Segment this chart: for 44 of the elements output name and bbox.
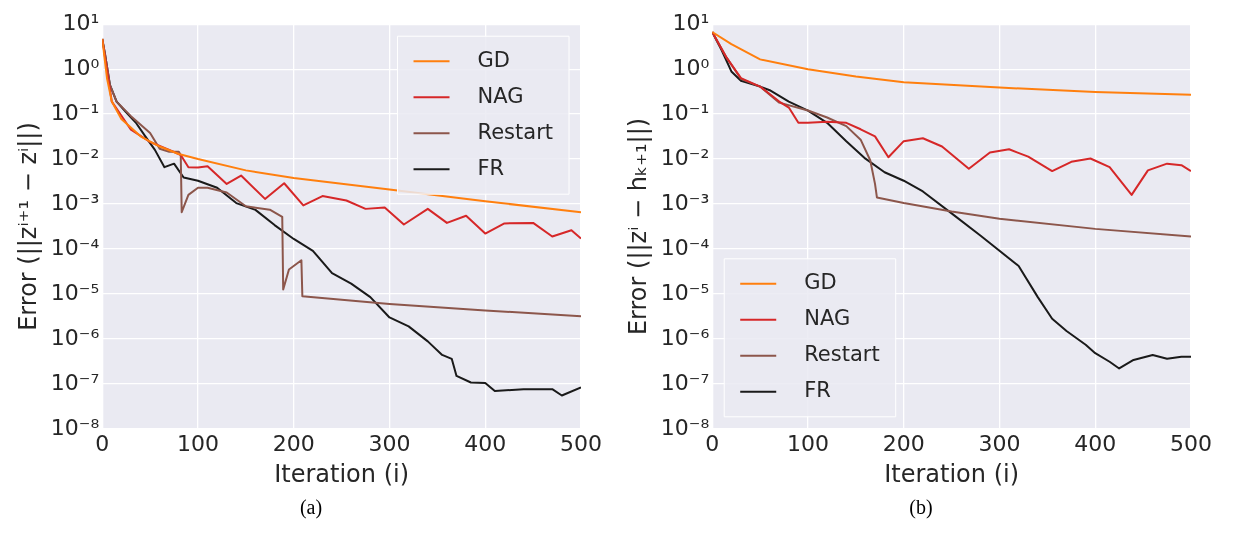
text: (a) [299,496,323,519]
y-tick-label: 10⁻⁷ [660,369,710,395]
x-tick-label: 500 [1170,430,1212,456]
y-tick-label: 10⁻⁷ [50,369,100,395]
text: (b) [909,496,933,519]
x-tick-label: 300 [978,430,1021,456]
x-tick-label: 100 [786,430,829,456]
y-tick-label: 10¹ [672,9,710,35]
x-tick-label: 0 [705,430,720,456]
y-tick-label: 10⁻⁴ [660,234,710,260]
legend-label: GD [804,270,837,295]
legend-label: NAG [804,306,851,331]
x-tick-label: 400 [1074,430,1117,456]
y-tick-label: 10⁻² [50,144,100,170]
y-tick-label: 10⁻¹ [50,99,100,125]
y-tick-label: 10⁻³ [50,189,100,215]
y-tick-label: 10¹ [62,9,100,35]
legend-label: Restart [804,342,880,367]
x-tick-label: 500 [560,430,602,456]
x-tick-label: 400 [464,430,507,456]
y-tick-label: 10⁰ [672,54,710,80]
x-axis-title: Iteration (i) [884,459,1020,488]
x-tick-label: 300 [368,430,411,456]
y-tick-label: 10⁻⁵ [50,279,100,305]
y-tick-label: 10⁻⁵ [660,279,710,305]
y-tick-label: 10⁻² [660,144,710,170]
legend-label: GD [477,47,510,72]
x-tick-label: 100 [176,430,219,456]
legend-label: NAG [477,83,524,108]
x-tick-label: 200 [882,430,925,456]
y-tick-label: 10⁻³ [660,189,710,215]
y-axis-title: Error (||zⁱ − hₖ₊₁||) [623,117,652,336]
y-tick-label: 10⁰ [62,54,100,80]
x-tick-label: 0 [95,430,110,456]
legend-label: FR [477,155,505,180]
y-axis-title: Error (||zⁱ⁺¹ − zⁱ||) [13,122,42,331]
y-tick-label: 10⁻⁶ [50,324,100,350]
y-tick-label: 10⁻⁴ [50,234,100,260]
y-tick-label: 10⁻⁶ [660,324,710,350]
y-tick-label: 10⁻¹ [660,99,710,125]
x-tick-label: 200 [272,430,315,456]
legend-label: Restart [477,119,554,144]
legend-label: FR [804,378,831,403]
x-axis-title: Iteration (i) [274,459,410,488]
